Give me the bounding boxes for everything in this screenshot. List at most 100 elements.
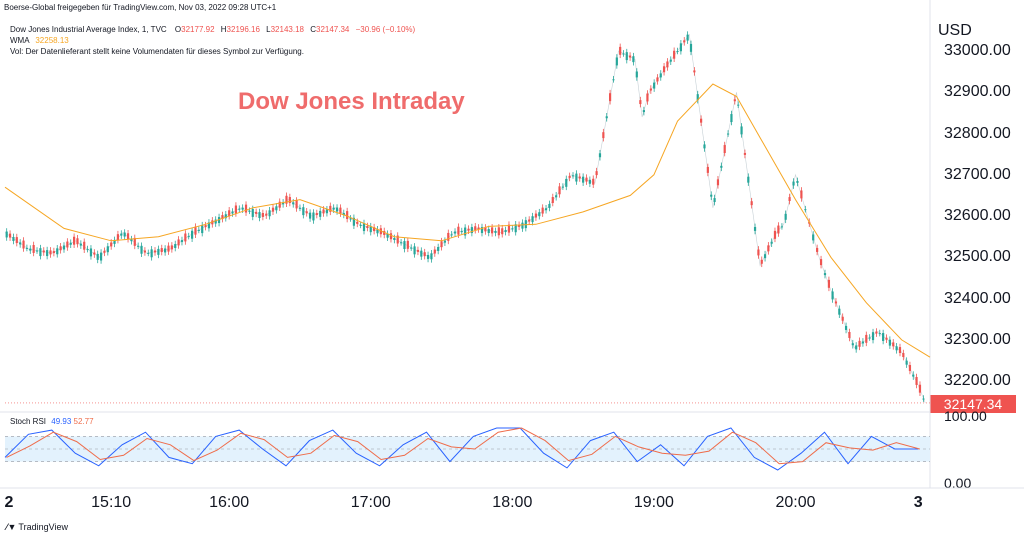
price-candle-body — [582, 176, 585, 183]
price-candle-body — [73, 236, 76, 245]
price-candle-body — [858, 340, 861, 347]
price-candle-body — [258, 212, 261, 219]
price-candle-body — [312, 212, 315, 221]
price-candle-body — [470, 227, 473, 234]
price-candle-body — [389, 233, 393, 240]
price-candle-body — [855, 345, 858, 350]
price-candle-body — [615, 57, 618, 66]
price-candle-body — [464, 227, 467, 236]
price-candle-body — [457, 226, 460, 235]
price-candle-body — [531, 216, 534, 223]
price-candle-body — [79, 243, 82, 246]
price-candle-body — [750, 201, 753, 206]
price-candle-body — [49, 250, 52, 255]
price-candle-body — [197, 229, 200, 231]
price-candle-body — [635, 71, 638, 78]
price-candle-body — [700, 118, 703, 123]
price-candle-body — [29, 248, 32, 251]
price-candle-body — [497, 227, 500, 236]
price-candle-body — [747, 176, 750, 183]
price-candle-body — [585, 177, 588, 182]
price-candle-body — [838, 308, 841, 315]
price-candle-body — [322, 209, 325, 214]
price-candle-body — [848, 332, 851, 338]
price-candle-body — [99, 252, 103, 261]
price-candle-body — [561, 186, 564, 188]
ohlc-h-label: H — [220, 25, 227, 34]
price-candle-body — [137, 245, 140, 247]
ohlc-o-label: O — [174, 25, 182, 34]
price-candle-body — [841, 316, 844, 321]
price-candle-body — [892, 342, 895, 347]
price-candle-body — [113, 239, 116, 244]
price-candle-body — [393, 238, 396, 240]
price-candle-body — [696, 94, 699, 101]
price-candle-body — [164, 248, 167, 253]
price-candle-body — [167, 245, 170, 252]
price-candle-body — [335, 207, 339, 212]
price-candle-body — [578, 176, 581, 179]
price-candle-body — [902, 353, 905, 358]
price-candle-body — [792, 181, 795, 186]
price-candle-body — [339, 207, 342, 214]
price-candle-body — [733, 99, 736, 102]
price-candle-body — [69, 242, 72, 245]
time-tick-label: 15:10 — [91, 494, 132, 511]
ohlc-c-label: C — [310, 25, 316, 34]
price-candle-body — [443, 240, 447, 243]
price-candle-body — [788, 197, 791, 202]
price-candle-body — [551, 197, 554, 203]
price-candle-body — [19, 242, 22, 245]
price-candle-body — [487, 229, 490, 233]
price-candle-body — [214, 219, 217, 224]
time-tick-label: 19:00 — [633, 494, 674, 511]
symbol-name[interactable]: Dow Jones Industrial Average Index, 1, T… — [10, 25, 167, 34]
ohlc-open: 32177.92 — [181, 25, 215, 34]
price-candle-body — [292, 202, 295, 205]
price-candle-body — [669, 59, 672, 62]
price-candle-body — [521, 222, 524, 229]
price-candle-body — [426, 254, 430, 259]
tradingview-logo[interactable]: ⁄▼ TradingView — [6, 522, 68, 532]
price-candle-body — [332, 207, 335, 210]
price-candle-body — [524, 220, 527, 229]
price-candle-body — [528, 219, 531, 222]
price-candle-body — [319, 210, 322, 217]
price-candle-body — [865, 334, 868, 343]
price-candle-body — [56, 248, 59, 255]
currency-label[interactable]: USD — [938, 22, 972, 39]
time-tick-label: 16:00 — [209, 494, 250, 511]
price-candle-body — [827, 279, 831, 288]
price-candle-body — [693, 70, 696, 73]
price-candle-body — [716, 179, 720, 186]
price-candle-body — [352, 217, 355, 226]
price-candle-body — [123, 232, 126, 237]
price-candle-body — [403, 241, 406, 250]
price-candle-body — [83, 241, 86, 250]
price-candle-body — [143, 250, 146, 253]
stoch-rsi-label[interactable]: Stoch RSI — [10, 417, 47, 426]
price-tick-label: 32600.00 — [944, 207, 1011, 225]
tv-logo-icon: ⁄▼ — [6, 522, 17, 532]
volume-note: Vol: Der Datenlieferant stellt keine Vol… — [10, 47, 304, 56]
legend: Dow Jones Industrial Average Index, 1, T… — [10, 24, 415, 57]
price-tick-label: 32500.00 — [944, 248, 1011, 266]
time-tick-label: 20:00 — [775, 494, 816, 511]
price-candle-body — [757, 249, 760, 256]
price-candle-body — [812, 234, 815, 241]
price-candle-body — [147, 252, 150, 254]
price-candle-body — [93, 252, 96, 255]
price-candle-body — [106, 246, 109, 253]
wma-label[interactable]: WMA — [10, 36, 30, 45]
price-candle-body — [180, 240, 184, 243]
price-candle-body — [777, 225, 780, 234]
price-candle-body — [207, 222, 211, 229]
price-candle-body — [770, 241, 773, 244]
price-candle-body — [177, 239, 180, 246]
price-candle-body — [612, 79, 615, 81]
price-candle-body — [406, 240, 409, 249]
price-candle-body — [816, 247, 819, 252]
price-candle-body — [800, 190, 803, 199]
price-candle-body — [170, 245, 173, 250]
